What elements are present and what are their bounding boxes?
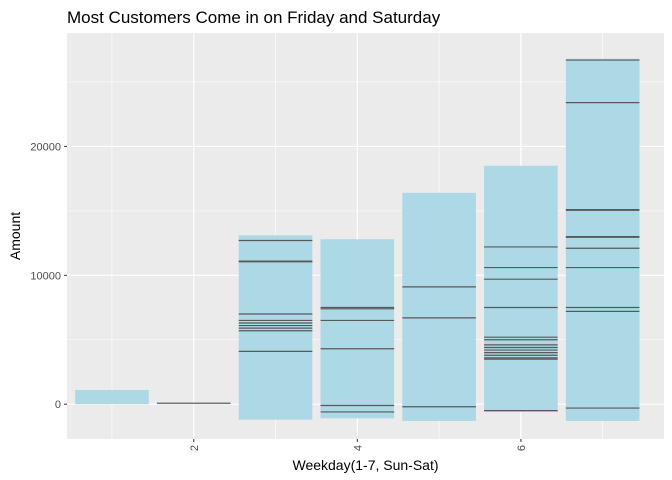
x-tick-label: 6 bbox=[516, 445, 528, 451]
y-tick-label: 10000 bbox=[30, 270, 61, 282]
x-tick-label: 2 bbox=[189, 445, 201, 451]
y-axis-title: Amount bbox=[7, 212, 23, 260]
chart-title: Most Customers Come in on Friday and Sat… bbox=[67, 8, 441, 27]
x-axis: 2 4 6 bbox=[189, 439, 528, 451]
bar bbox=[320, 239, 395, 419]
bar-group bbox=[565, 58, 640, 421]
bar-group bbox=[238, 235, 313, 420]
bar-group bbox=[156, 402, 231, 405]
bar-group bbox=[75, 390, 149, 405]
bar bbox=[484, 165, 558, 412]
bar bbox=[75, 390, 149, 405]
y-tick-label: 20000 bbox=[30, 141, 61, 153]
bar bbox=[565, 58, 640, 421]
bars bbox=[75, 58, 640, 421]
y-axis: 0 10000 20000 bbox=[30, 141, 67, 411]
y-tick-label: 0 bbox=[55, 399, 61, 411]
bar-group bbox=[320, 239, 395, 419]
bar bbox=[238, 235, 313, 420]
bar bbox=[402, 192, 476, 421]
bar-group bbox=[402, 192, 476, 421]
bar-group bbox=[484, 165, 558, 412]
x-tick-label: 4 bbox=[352, 445, 364, 451]
x-axis-title: Weekday(1-7, Sun-Sat) bbox=[292, 457, 438, 473]
